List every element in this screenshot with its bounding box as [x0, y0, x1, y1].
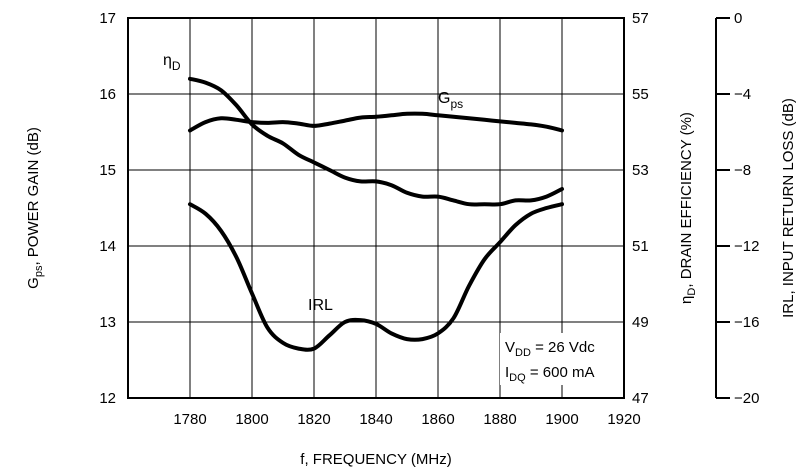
right-axis-title-efficiency: ηD, DRAIN EFFICIENCY (%)	[678, 112, 698, 304]
annotation-vdd: VDD = 26 Vdc	[505, 339, 595, 359]
right-efficiency-tick-label: 53	[632, 162, 649, 179]
irl-tick-label: −16	[734, 314, 759, 331]
x-tick-label: 1880	[483, 411, 516, 428]
right-axis-title-irl: IRL, INPUT RETURN LOSS (dB)	[780, 98, 797, 318]
annotation-idq: IDQ = 600 mA	[505, 364, 594, 384]
series-label-irl: IRL	[308, 297, 333, 314]
right-efficiency-tick-label: 57	[632, 10, 649, 27]
right-efficiency-tick-label: 49	[632, 314, 649, 331]
x-tick-label: 1820	[297, 411, 330, 428]
left-tick-label: 16	[99, 86, 116, 103]
left-axis-title: Gps, POWER GAIN (dB)	[25, 127, 45, 289]
right-efficiency-tick-label: 55	[632, 86, 649, 103]
irl-axis-ticks: −20 −16 −12 −8 −4 0	[716, 10, 759, 407]
conditions-annotation: VDD = 26 Vdc IDQ = 600 mA	[500, 333, 618, 385]
irl-tick-label: 0	[734, 10, 742, 27]
series-irl-input-return-loss	[188, 202, 564, 352]
left-tick-label: 12	[99, 390, 116, 407]
x-tick-label: 1860	[421, 411, 454, 428]
right-efficiency-tick-label: 47	[632, 390, 649, 407]
left-tick-label: 17	[99, 10, 116, 27]
tick-labels: 1780 1800 1820 1840 1860 1880 1900 1920 12 13 14 15…	[99, 10, 648, 428]
conditions-annotation-bg	[500, 333, 618, 385]
x-axis-title: f, FREQUENCY (MHz)	[300, 451, 451, 468]
irl-tick-label: −8	[734, 162, 751, 179]
x-tick-label: 1800	[235, 411, 268, 428]
left-tick-label: 15	[99, 162, 116, 179]
irl-tick-label: −20	[734, 390, 759, 407]
x-tick-label: 1780	[173, 411, 206, 428]
left-tick-label: 14	[99, 238, 116, 255]
series-label-gps: Gps	[438, 90, 463, 111]
x-tick-label: 1920	[607, 411, 640, 428]
irl-tick-label: −12	[734, 238, 759, 255]
x-tick-label: 1840	[359, 411, 392, 428]
right-efficiency-tick-label: 51	[632, 238, 649, 255]
series-label-etad: ηD	[163, 52, 181, 73]
x-tick-label: 1900	[545, 411, 578, 428]
curves	[188, 76, 564, 352]
series-etad-drain-efficiency	[188, 76, 564, 207]
left-tick-label: 13	[99, 314, 116, 331]
irl-tick-label: −4	[734, 86, 751, 103]
